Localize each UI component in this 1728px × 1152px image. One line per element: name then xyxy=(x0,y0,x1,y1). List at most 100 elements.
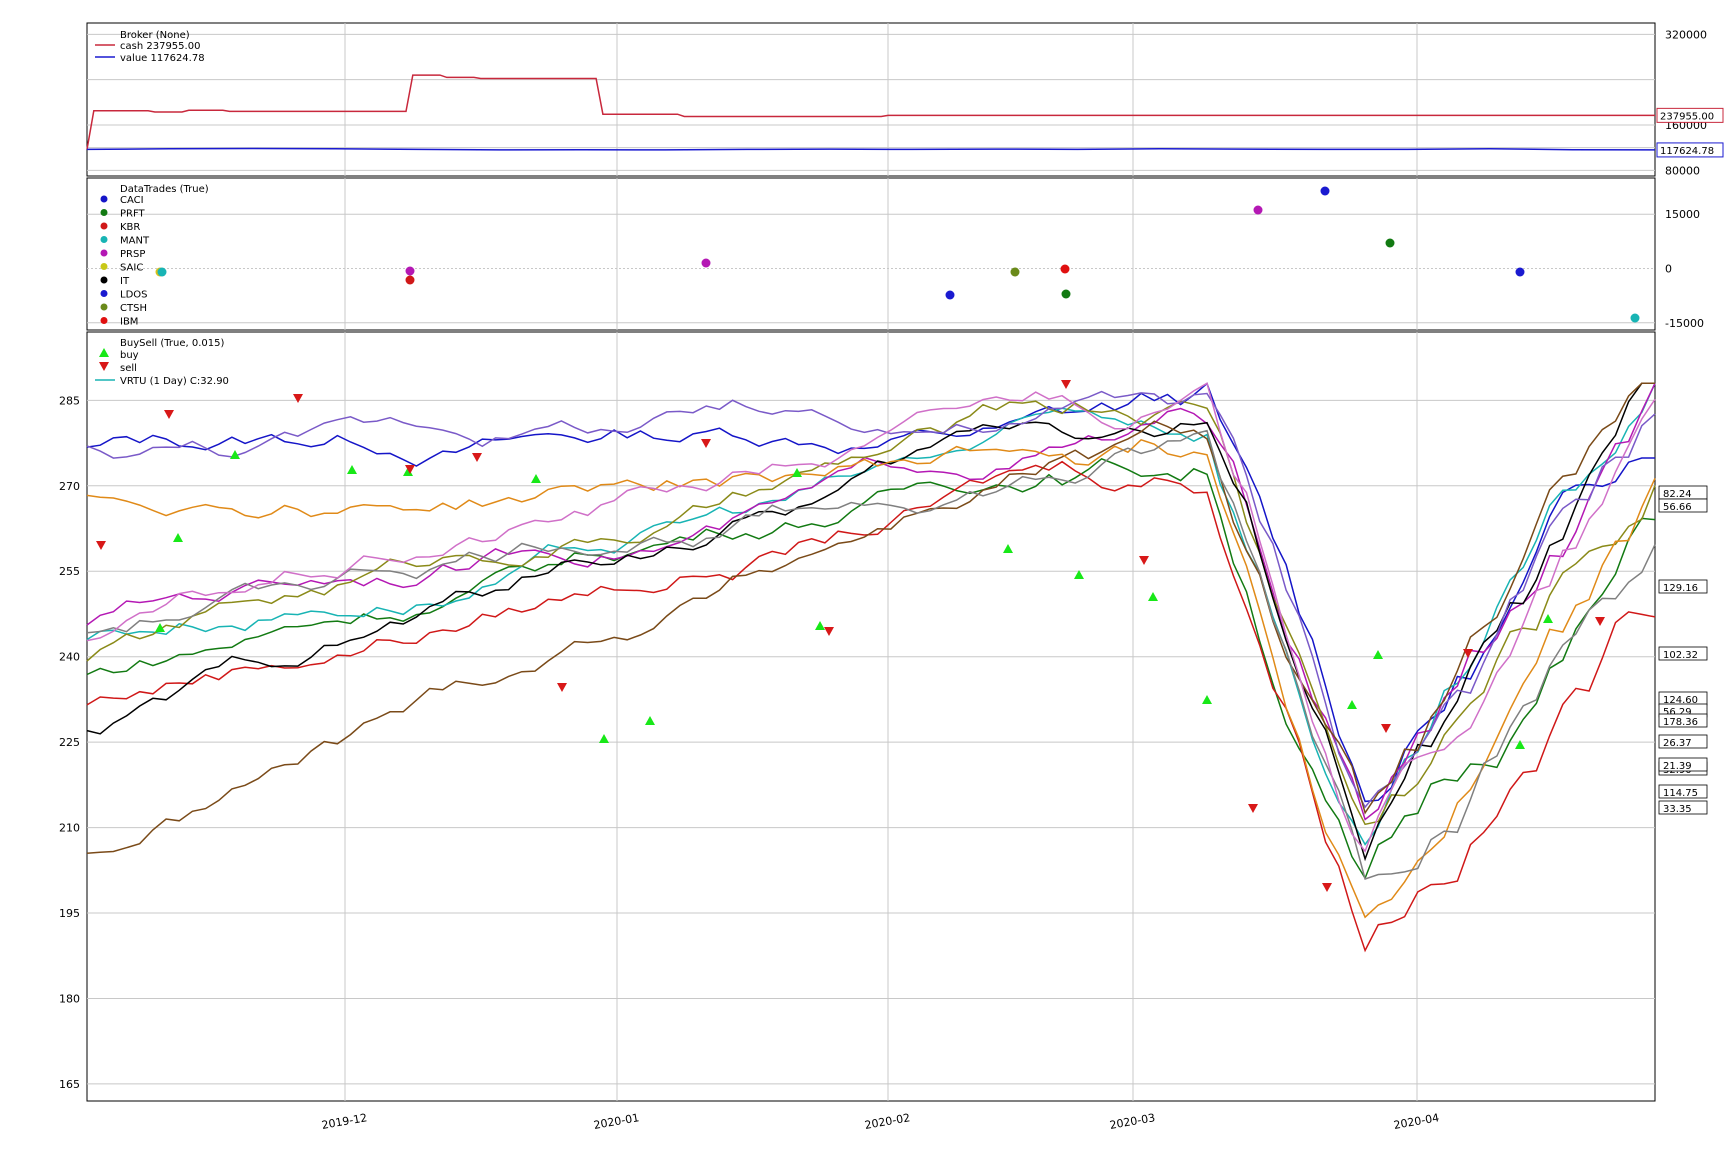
buy-marker xyxy=(792,468,802,477)
price-line xyxy=(86,382,1655,803)
buy-marker xyxy=(815,621,825,630)
buy-marker xyxy=(230,450,240,459)
legend-marker xyxy=(100,236,108,243)
legend-entry: cash 237955.00 xyxy=(120,41,200,52)
last-value-box xyxy=(1658,579,1708,594)
buy-marker xyxy=(1373,650,1383,659)
legend-entry: buy xyxy=(120,350,139,361)
buy-marker xyxy=(1202,695,1212,704)
price-line xyxy=(86,457,1656,880)
legend-entry: PRSP xyxy=(120,249,145,260)
legend-title: Broker (None) xyxy=(120,30,190,41)
legend-title: BuySell (True, 0.015) xyxy=(120,338,224,349)
price-line xyxy=(86,460,1656,953)
buy-marker xyxy=(155,623,165,632)
legend-entry: IBM xyxy=(120,317,138,328)
trades-panel: -15000 0 15000 DataTrades (True)CACI PRFT KBR… xyxy=(86,177,1704,331)
trade-marker xyxy=(1061,289,1071,299)
x-axis: 2019-12 2020-01 2020-02 2020-03 2020-04 xyxy=(321,1111,1441,1132)
sell-marker xyxy=(1061,380,1071,389)
last-value-box xyxy=(1658,646,1708,661)
y-tick-label: -15000 xyxy=(1665,317,1704,330)
last-value-box xyxy=(1658,734,1708,749)
sell-marker xyxy=(293,394,303,403)
price-line xyxy=(86,390,1656,809)
price-line xyxy=(86,382,1655,862)
price-line xyxy=(86,400,1656,826)
sell-marker xyxy=(701,439,711,448)
legend-entry: value 117624.78 xyxy=(120,53,205,64)
legend-entry: KBR xyxy=(120,222,140,233)
trade-marker xyxy=(157,267,167,277)
buy-marker xyxy=(1543,614,1553,623)
legend-marker xyxy=(100,222,108,230)
sell-marker xyxy=(1139,556,1149,565)
y-tick-label: 15000 xyxy=(1665,208,1700,221)
series-line xyxy=(86,147,1656,151)
y-tick-label: 255 xyxy=(59,565,80,578)
sell-marker xyxy=(1381,724,1391,733)
sell-marker xyxy=(164,410,174,419)
y-tick-label: 285 xyxy=(59,394,80,407)
price-line xyxy=(86,382,1656,853)
y-tick-label: 210 xyxy=(59,822,80,835)
buy-marker xyxy=(1074,570,1084,579)
last-value-label: 26.37 xyxy=(1663,738,1692,749)
y-tick-label: 225 xyxy=(59,736,80,749)
sell-marker xyxy=(1248,804,1258,813)
legend-marker xyxy=(100,303,108,311)
buy-marker xyxy=(347,465,357,474)
legend-marker xyxy=(100,263,108,270)
y-tick-label: 0 xyxy=(1665,262,1672,275)
y-tick-label: 165 xyxy=(59,1078,80,1091)
last-value-label: 82.24 xyxy=(1663,489,1692,500)
x-tick-label: 2020-01 xyxy=(593,1111,641,1132)
buy-marker xyxy=(1347,700,1357,709)
last-value-label: 56.29 xyxy=(1663,707,1692,718)
y-tick-label: 240 xyxy=(59,651,80,664)
price-line xyxy=(86,382,1655,855)
last-value-box xyxy=(1658,713,1708,728)
y-tick-label: 180 xyxy=(59,992,80,1005)
last-value-box xyxy=(1656,107,1724,123)
last-value-label: 56.66 xyxy=(1663,502,1692,513)
buy-marker xyxy=(403,467,413,476)
legend-entry: SAIC xyxy=(120,263,143,274)
last-value-box xyxy=(1658,757,1708,772)
sell-marker xyxy=(1322,883,1332,892)
last-value-box xyxy=(1658,800,1708,815)
y-tick-label: 195 xyxy=(59,907,80,920)
buy-marker xyxy=(599,734,609,743)
trade-marker xyxy=(1320,186,1330,196)
legend-entry: LDOS xyxy=(120,290,148,301)
trade-marker xyxy=(405,266,415,276)
buy-marker xyxy=(1003,544,1013,553)
legend-marker xyxy=(100,317,108,324)
sell-marker xyxy=(472,453,482,462)
legend-title: DataTrades (True) xyxy=(120,184,209,195)
buy-marker xyxy=(1148,592,1158,601)
last-value-label: 33.35 xyxy=(1663,804,1692,815)
last-value-label: 178.36 xyxy=(1663,717,1698,728)
series-line xyxy=(86,74,1655,150)
broker-panel: 80000160000320000237955.00117624.78Broke… xyxy=(86,22,1724,177)
sell-marker xyxy=(1463,649,1473,658)
legend-entry: CACI xyxy=(120,195,144,206)
sell-marker xyxy=(405,465,415,474)
y-tick-label: 320000 xyxy=(1665,28,1707,41)
last-value-label: 21.39 xyxy=(1663,761,1692,772)
legend-entry: sell xyxy=(120,363,137,374)
trade-marker xyxy=(1253,205,1263,215)
last-value-label: 237955.00 xyxy=(1660,111,1714,122)
last-value-label: 117624.78 xyxy=(1660,146,1714,157)
sell-marker xyxy=(824,627,834,636)
legend-entry: CTSH xyxy=(120,303,147,314)
x-tick-label: 2020-03 xyxy=(1109,1111,1157,1132)
y-tick-label: 270 xyxy=(59,480,80,493)
sell-marker xyxy=(1595,617,1605,626)
buy-marker xyxy=(645,716,655,725)
trades-frame xyxy=(86,177,1656,331)
buy-marker xyxy=(531,474,541,483)
last-value-box xyxy=(1656,142,1724,158)
